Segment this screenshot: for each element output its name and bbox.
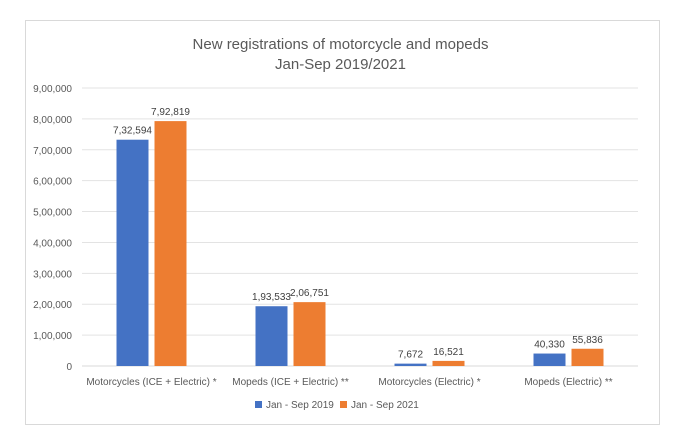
x-tick-label: Mopeds (ICE + Electric) ** bbox=[232, 377, 349, 388]
y-tick-label: 8,00,000 bbox=[33, 115, 72, 126]
data-label: 7,92,819 bbox=[151, 107, 190, 118]
legend-swatch bbox=[255, 401, 262, 408]
bar-2019 bbox=[255, 306, 288, 366]
bar-2019 bbox=[533, 353, 566, 366]
legend-swatch bbox=[340, 401, 347, 408]
y-tick-label: 1,00,000 bbox=[33, 331, 72, 342]
bar-2019 bbox=[394, 363, 427, 366]
chart-title: New registrations of motorcycle and mope… bbox=[192, 36, 489, 53]
bar-2021 bbox=[571, 348, 604, 366]
x-tick-label: Motorcycles (ICE + Electric) * bbox=[86, 377, 216, 388]
data-label: 40,330 bbox=[534, 340, 565, 351]
y-tick-label: 0 bbox=[66, 362, 72, 373]
chart-border bbox=[25, 20, 660, 425]
bar-2021 bbox=[293, 302, 326, 366]
data-label: 1,93,533 bbox=[252, 292, 291, 303]
y-tick-label: 3,00,000 bbox=[33, 269, 72, 280]
y-tick-label: 4,00,000 bbox=[33, 238, 72, 249]
y-tick-label: 6,00,000 bbox=[33, 177, 72, 188]
data-label: 16,521 bbox=[433, 347, 464, 358]
data-label: 7,672 bbox=[398, 350, 423, 361]
legend-label: Jan - Sep 2019 bbox=[266, 400, 334, 411]
y-tick-label: 7,00,000 bbox=[33, 146, 72, 157]
x-tick-label: Motorcycles (Electric) * bbox=[378, 377, 480, 388]
legend-label: Jan - Sep 2021 bbox=[351, 400, 419, 411]
chart-subtitle: Jan-Sep 2019/2021 bbox=[275, 56, 406, 73]
y-tick-label: 5,00,000 bbox=[33, 208, 72, 219]
data-label: 7,32,594 bbox=[113, 126, 152, 137]
y-tick-label: 9,00,000 bbox=[33, 84, 72, 95]
data-label: 2,06,751 bbox=[290, 288, 329, 299]
bar-2019 bbox=[116, 139, 149, 366]
bar-2021 bbox=[432, 360, 465, 366]
data-label: 55,836 bbox=[572, 335, 603, 346]
bar-2021 bbox=[154, 121, 187, 366]
y-tick-label: 2,00,000 bbox=[33, 300, 72, 311]
x-tick-label: Mopeds (Electric) ** bbox=[524, 377, 612, 388]
